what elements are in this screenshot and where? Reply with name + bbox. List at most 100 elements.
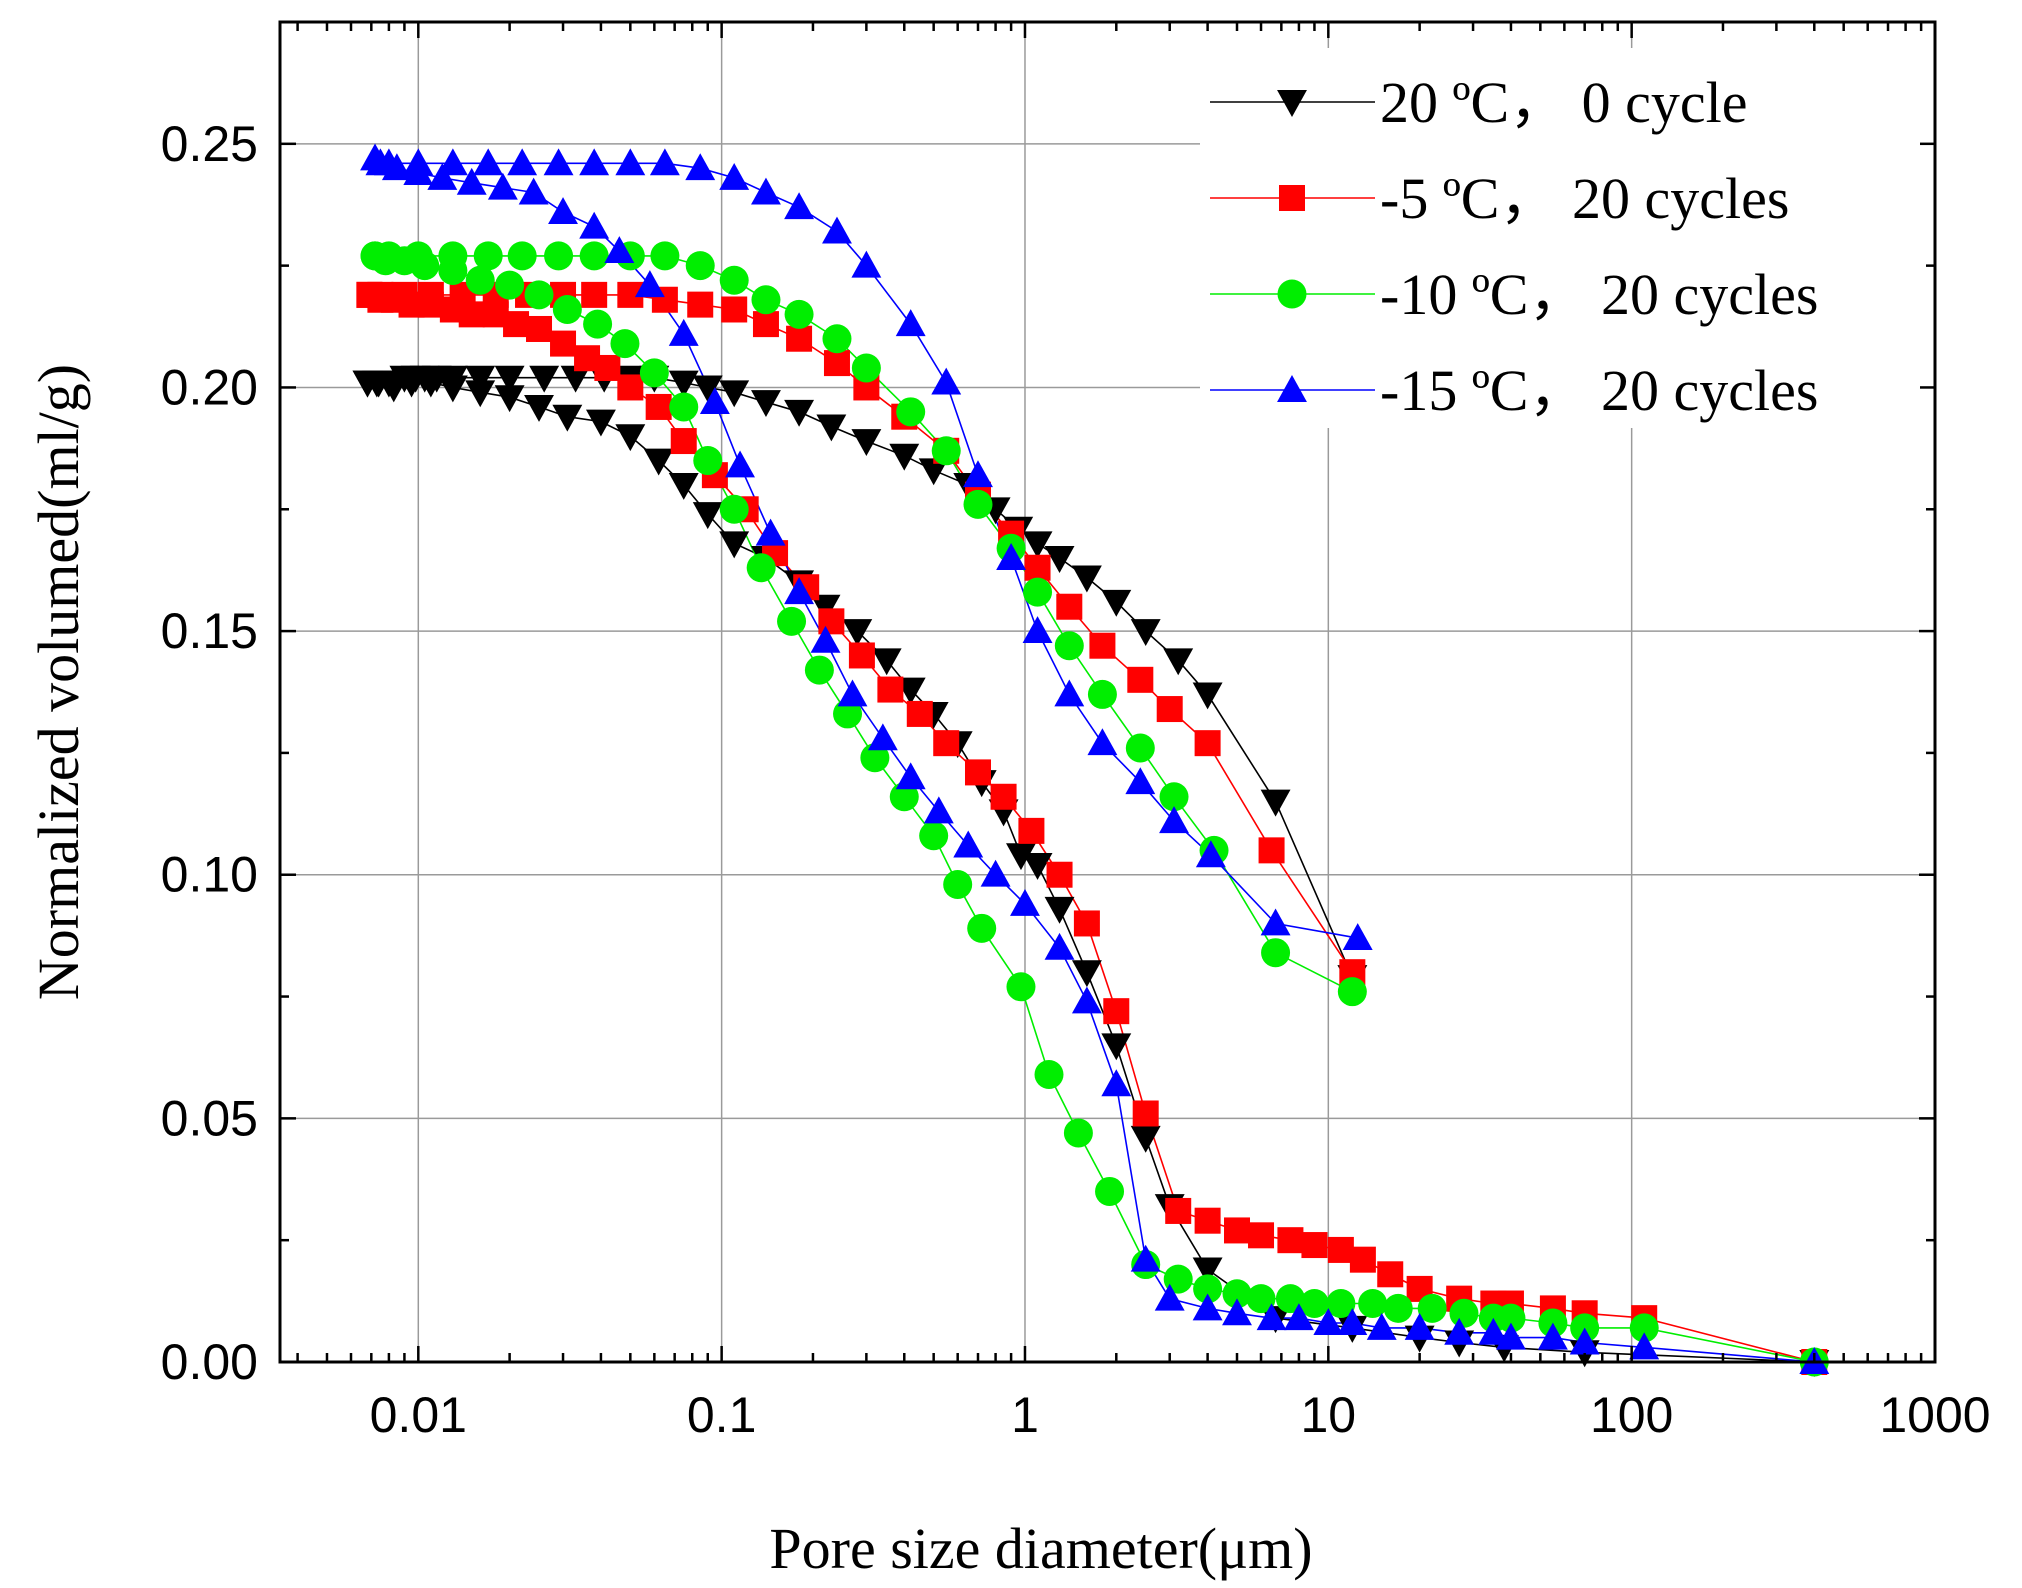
- series-3-point: [1299, 1289, 1329, 1319]
- series-3-point: [1063, 1118, 1093, 1148]
- series-4-point: [1537, 1322, 1568, 1350]
- series-1-point: [1192, 1257, 1223, 1285]
- series-3-point: [784, 299, 814, 329]
- series-4-point: [1444, 1317, 1475, 1345]
- series-3-point: [967, 913, 997, 943]
- series-3-point: [473, 241, 503, 271]
- x-tick-label: 10: [1301, 1387, 1357, 1443]
- series-4-point: [784, 577, 815, 605]
- series-4-point: [634, 270, 665, 298]
- series-4-point: [1044, 932, 1075, 960]
- series-4-point: [980, 859, 1011, 887]
- series-2-point: [1089, 632, 1116, 659]
- series-4-point: [668, 318, 699, 346]
- legend-entry: -15 ºC， 20 cycles: [1380, 358, 1818, 423]
- series-3-point: [610, 329, 640, 359]
- series-3-point: [1006, 972, 1036, 1002]
- series-1-point: [692, 502, 723, 530]
- series-4-point: [1404, 1312, 1435, 1340]
- series-1-point: [784, 399, 815, 427]
- series-4-point: [1125, 767, 1156, 795]
- series-4-point: [1195, 840, 1226, 868]
- series-2-point: [526, 315, 553, 342]
- series-3-point: [1449, 1298, 1479, 1328]
- series-1-point: [1130, 619, 1161, 647]
- series-3-point: [889, 782, 919, 812]
- series-4-point: [784, 192, 815, 220]
- series-2-point: [1132, 1100, 1159, 1127]
- series-3-point: [544, 241, 574, 271]
- series-2-point: [721, 296, 748, 323]
- series-4-point: [456, 167, 487, 195]
- series-4-point: [437, 148, 468, 176]
- series-4-point: [1222, 1298, 1252, 1326]
- series-3-point: [822, 324, 852, 354]
- series-1-point: [1101, 589, 1132, 617]
- series-4-point: [1569, 1327, 1600, 1355]
- series-3-point: [719, 494, 749, 524]
- series-1-point: [719, 531, 750, 559]
- y-tick-label: 0.15: [161, 603, 258, 659]
- series-1-point: [719, 380, 750, 408]
- series-1-point: [1006, 843, 1036, 871]
- series-4-point: [931, 367, 962, 395]
- series-1-point: [1163, 648, 1194, 676]
- series-1-point: [1022, 853, 1053, 880]
- series-1-point: [1101, 1033, 1132, 1061]
- y-tick-label: 0.20: [161, 359, 258, 415]
- x-tick-label: 100: [1590, 1387, 1673, 1443]
- series-1-point: [751, 390, 781, 418]
- legend-marker: [1277, 90, 1307, 117]
- series-2-point: [1024, 554, 1051, 581]
- series-4-point: [822, 216, 852, 244]
- series-2-point: [1377, 1261, 1404, 1288]
- series-1-point: [643, 448, 674, 476]
- x-axis-label: Pore size diameter(μm): [769, 1516, 1312, 1581]
- series-2-point: [581, 281, 608, 308]
- y-axis-label: Normalized volumed(ml/g): [26, 364, 91, 1000]
- series-3-point: [1095, 1176, 1125, 1206]
- series-3-point: [931, 436, 961, 466]
- series-1-point: [560, 365, 591, 393]
- legend-marker: [1277, 279, 1307, 309]
- series-1-point: [494, 365, 525, 393]
- series-4-point: [373, 148, 404, 176]
- series-3-point: [685, 251, 715, 281]
- series-3-point: [1054, 631, 1084, 661]
- series-2-point: [1127, 666, 1154, 693]
- series-3-point: [963, 489, 993, 519]
- series-4-point: [719, 162, 750, 190]
- series-2-point: [391, 281, 418, 308]
- series-1-point: [668, 472, 699, 500]
- series-2-point: [877, 676, 904, 703]
- series-4-point: [1022, 616, 1053, 644]
- series-2-point: [417, 281, 444, 308]
- series-3-point: [1246, 1284, 1276, 1314]
- series-1-point: [529, 365, 560, 393]
- series-1-point: [1260, 789, 1291, 817]
- series-4-point: [953, 830, 984, 858]
- series-4-point: [1256, 1303, 1287, 1331]
- x-tick-label: 0.01: [370, 1387, 467, 1443]
- series-markers: [352, 143, 1830, 1377]
- series-1-point: [889, 443, 920, 471]
- series-3-point: [639, 358, 669, 388]
- series-2-point: [687, 291, 714, 318]
- series-4-point: [755, 518, 786, 546]
- series-4-point: [604, 236, 635, 263]
- series-2-point: [1349, 1246, 1376, 1273]
- series-4-point: [923, 796, 954, 824]
- legend-entry: 20 ºC， 0 cycle: [1380, 70, 1748, 135]
- series-4-point: [837, 679, 868, 707]
- series-4-point: [751, 177, 781, 205]
- series-1-point: [871, 648, 902, 676]
- series-1-point: [1044, 546, 1075, 573]
- series-1-point: [918, 458, 949, 486]
- series-3-point: [804, 655, 834, 685]
- series-4-point: [1342, 923, 1373, 951]
- series-3-point: [919, 821, 949, 851]
- series-4-point: [507, 148, 538, 176]
- series-1-point: [494, 385, 525, 413]
- series-4-point: [1154, 1283, 1185, 1311]
